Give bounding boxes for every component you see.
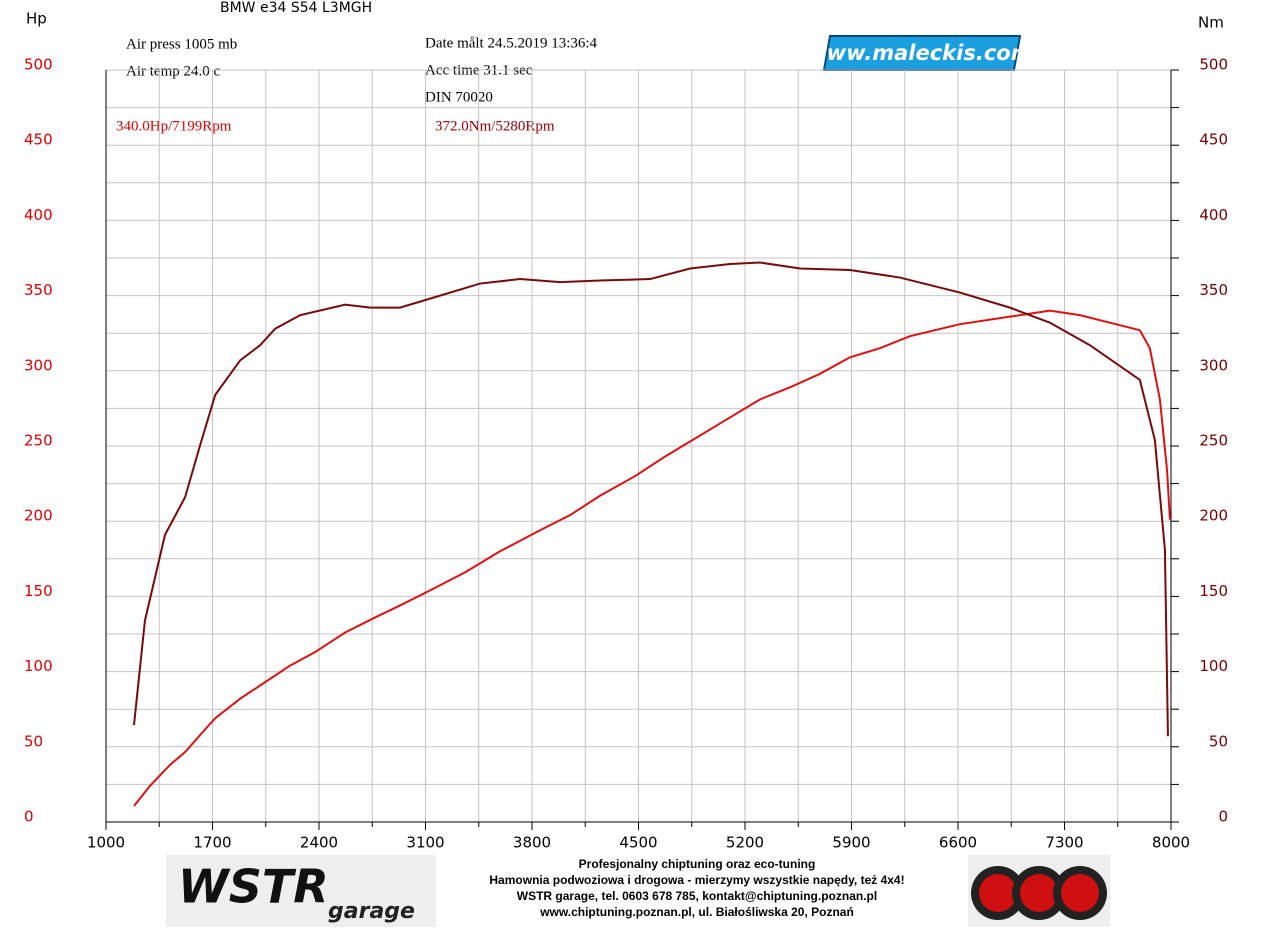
y-tick-label: 300 bbox=[24, 356, 53, 374]
info: Air temp 24.0 c bbox=[126, 63, 220, 79]
y-tick-label: 100 bbox=[24, 657, 53, 675]
y2-tick-label: 200 bbox=[1199, 507, 1228, 525]
y-tick-label: 50 bbox=[24, 732, 43, 750]
info: Air press 1005 mb bbox=[126, 36, 237, 52]
y2-tick-label: 100 bbox=[1199, 657, 1228, 675]
footer-line: WSTR garage, tel. 0603 678 785, kontakt@… bbox=[517, 889, 877, 903]
x-tick-label: 4500 bbox=[619, 834, 657, 852]
y-tick-label: 350 bbox=[24, 281, 53, 299]
y2-tick-label: 350 bbox=[1199, 281, 1228, 299]
y-tick-label: 450 bbox=[24, 131, 53, 149]
site-text: www.maleckis.com bbox=[807, 41, 1032, 65]
x-tick-label: 7300 bbox=[1045, 834, 1083, 852]
series-line bbox=[133, 309, 1171, 807]
y-axis-label: Hp bbox=[26, 10, 47, 28]
y-tick-label: 250 bbox=[24, 432, 53, 450]
series-line bbox=[132, 261, 1169, 737]
info: DIN 70020 bbox=[425, 89, 493, 105]
y2-tick-label: 250 bbox=[1199, 432, 1228, 450]
footer-line: Profesjonalny chiptuning oraz eco-tuning bbox=[579, 857, 816, 871]
footer-emblem bbox=[968, 855, 1110, 927]
x-tick-label: 3800 bbox=[513, 834, 551, 852]
footer-line: www.chiptuning.poznan.pl, ul. Białośliws… bbox=[539, 905, 854, 919]
logo-text: WSTR bbox=[178, 860, 329, 914]
y-tick-label: 400 bbox=[24, 206, 53, 224]
y-tick-label: 150 bbox=[24, 582, 53, 600]
x-tick-label: 5200 bbox=[726, 834, 764, 852]
y2-tick-label: 500 bbox=[1199, 56, 1228, 74]
y2-tick-label: 450 bbox=[1199, 131, 1228, 149]
y2-tick-label: 400 bbox=[1199, 206, 1228, 224]
info: Date målt 24.5.2019 13:36:4 bbox=[425, 35, 598, 51]
y-tick-label: 200 bbox=[24, 507, 53, 525]
y2-tick-label: 150 bbox=[1199, 582, 1228, 600]
site-badge: www.maleckis.com bbox=[807, 35, 1033, 71]
x-tick-label: 3100 bbox=[406, 834, 444, 852]
logo-sub: garage bbox=[328, 899, 415, 924]
y2-tick-label: 0 bbox=[1218, 808, 1228, 826]
peak-label: 372.0Nm/5280Rpm bbox=[435, 118, 555, 134]
y2-axis-label: Nm bbox=[1198, 14, 1224, 32]
y2-tick-label: 300 bbox=[1199, 356, 1228, 374]
x-tick-label: 2400 bbox=[300, 834, 338, 852]
y2-tick-label: 50 bbox=[1209, 732, 1228, 750]
x-tick-label: 1000 bbox=[87, 834, 125, 852]
x-tick-label: 8000 bbox=[1152, 834, 1190, 852]
x-tick-label: 6600 bbox=[939, 834, 977, 852]
footer-line: Hamownia podwoziowa i drogowa - mierzymy… bbox=[489, 873, 904, 887]
y-tick-label: 500 bbox=[24, 56, 53, 74]
peak-label: 340.0Hp/7199Rpm bbox=[116, 118, 232, 134]
plot-area: 0 50 100 150 200 250 300 350 400 450 500 0 50 100 150 2… bbox=[24, 56, 1228, 852]
footer-logo: WSTR garage bbox=[166, 855, 436, 927]
y-tick-label: 0 bbox=[24, 808, 34, 826]
x-tick-label: 5900 bbox=[832, 834, 870, 852]
x-tick-label: 1700 bbox=[193, 834, 231, 852]
chart-title: BMW e34 S54 L3MGH bbox=[220, 0, 372, 16]
